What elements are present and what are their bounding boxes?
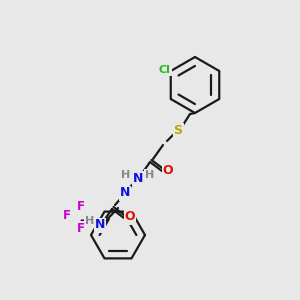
Text: S: S <box>173 124 182 136</box>
Text: H: H <box>146 170 154 180</box>
Text: O: O <box>125 211 135 224</box>
Text: N: N <box>120 187 130 200</box>
Text: Cl: Cl <box>159 65 171 75</box>
Text: H: H <box>122 170 130 180</box>
Text: N: N <box>133 172 143 184</box>
Text: F: F <box>76 200 85 213</box>
Text: F: F <box>63 209 70 222</box>
Text: H: H <box>85 216 94 226</box>
Text: F: F <box>76 222 85 235</box>
Text: N: N <box>95 218 105 232</box>
Text: O: O <box>163 164 173 176</box>
